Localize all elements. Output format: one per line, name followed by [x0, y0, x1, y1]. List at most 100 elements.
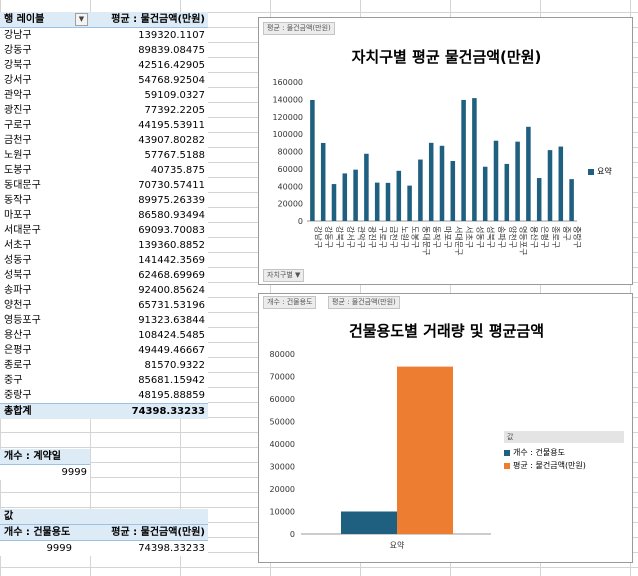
pivot-row[interactable]: 용산구 108424.5485: [0, 328, 208, 343]
row-label: 관악구: [4, 90, 32, 101]
bar[interactable]: [320, 142, 326, 221]
bar[interactable]: [353, 169, 358, 221]
pivot-row[interactable]: 강남구 139320.1107: [0, 28, 208, 43]
legend-label: 평균 : 물건금액(만원): [513, 461, 586, 470]
bar[interactable]: [472, 98, 477, 221]
pivot-row[interactable]: 서대문구 69093.70083: [0, 223, 208, 238]
x-tick-label: 양천구: [508, 226, 518, 248]
row-label-header[interactable]: 행 레이블 ▼: [0, 12, 90, 27]
bar[interactable]: [515, 141, 520, 221]
bar[interactable]: [407, 185, 412, 221]
values-col2: 평균 : 물건금액(만원): [111, 527, 205, 538]
bar[interactable]: [364, 153, 369, 221]
x-tick-label: 중랑구: [573, 226, 583, 248]
bar[interactable]: [310, 99, 315, 221]
row-label: 중랑구: [4, 390, 32, 401]
bar[interactable]: [504, 163, 510, 221]
pivot-row[interactable]: 노원구 57767.5188: [0, 148, 208, 163]
pivot-row[interactable]: 금천구 43907.80282: [0, 133, 208, 148]
row-value: 62468.69969: [138, 270, 205, 281]
bar[interactable]: [331, 184, 337, 221]
values-header-row: 개수 : 건물용도 평균 : 물건금액(만원): [0, 525, 208, 541]
district-pivot-chart[interactable]: 평균 : 물건금액(만원) 자치구별 평균 물건금액(만원) 0 20000 400…: [258, 17, 633, 285]
pivot-row[interactable]: 구로구 44195.53911: [0, 118, 208, 133]
pivot-row[interactable]: 종로구 81570.9322: [0, 358, 208, 373]
pivot-row[interactable]: 관악구 59109.0327: [0, 88, 208, 103]
row-label: 양천구: [4, 300, 32, 311]
pivot-row[interactable]: 중구 85681.15942: [0, 373, 208, 388]
count-pivot[interactable]: 개수 : 계약일 9999: [0, 449, 90, 480]
bar[interactable]: [428, 142, 434, 221]
row-value: 89839.08475: [138, 45, 205, 56]
pivot-row[interactable]: 도봉구 40735.875: [0, 163, 208, 178]
bar[interactable]: [397, 366, 453, 534]
chart1-filter-button[interactable]: 평균 : 물건금액(만원): [263, 22, 335, 35]
pivot-row[interactable]: 중랑구 48195.88859: [0, 388, 208, 403]
bar[interactable]: [374, 182, 380, 221]
chart2-plot: 0 10000 20000 30000 40000 50000 60000 70000 8000…: [270, 350, 491, 550]
bar[interactable]: [439, 145, 445, 221]
pivot-row[interactable]: 동작구 89975.26339: [0, 193, 208, 208]
x-tick-label: 요약: [390, 540, 405, 550]
pivot-row[interactable]: 강동구 89839.08475: [0, 43, 208, 58]
x-tick-label: 강남구: [313, 226, 323, 248]
pivot-row[interactable]: 성북구 62468.69969: [0, 268, 208, 283]
values-pivot[interactable]: 값 개수 : 건물용도 평균 : 물건금액(만원) 9999 74398.332…: [0, 509, 208, 556]
x-tick-label: 용산구: [529, 226, 539, 248]
pivot-row[interactable]: 광진구 77392.2205: [0, 103, 208, 118]
bar[interactable]: [342, 173, 348, 221]
y-tick-label: 140000: [272, 95, 303, 104]
row-label: 은평구: [4, 345, 32, 356]
chart2-title: 건물용도별 거래량 및 평균금액: [348, 322, 545, 340]
row-label: 중구: [4, 375, 23, 386]
pivot-row[interactable]: 영등포구 91323.63844: [0, 313, 208, 328]
bar[interactable]: [558, 146, 564, 221]
bar[interactable]: [526, 126, 531, 221]
filter-dropdown-icon[interactable]: ▼: [75, 13, 88, 26]
pivot-row[interactable]: 은평구 49449.46667: [0, 343, 208, 358]
row-label: 송파구: [4, 285, 32, 296]
chart2-legend: 값 개수 : 건물용도 평균 : 물건금액(만원): [504, 431, 624, 471]
bar[interactable]: [385, 182, 391, 221]
pivot-row[interactable]: 강서구 54768.92504: [0, 73, 208, 88]
bar[interactable]: [536, 178, 542, 221]
pivot-row[interactable]: 양천구 65731.53196: [0, 298, 208, 313]
pivot-row[interactable]: 송파구 92400.85624: [0, 283, 208, 298]
row-label: 강서구: [4, 75, 32, 86]
x-tick-label: 마포구: [443, 226, 452, 248]
usage-pivot-chart[interactable]: 개수 : 건물용도 평균 : 물건금액(만원) 건물용도별 거래량 및 평균금액…: [258, 293, 633, 563]
pivot-row[interactable]: 강북구 42516.42905: [0, 58, 208, 73]
y-tick-label: 80000: [270, 350, 295, 359]
pivot-row[interactable]: 동대문구 70730.57411: [0, 178, 208, 193]
bar[interactable]: [547, 150, 553, 221]
bar[interactable]: [569, 179, 574, 221]
y-tick-label: 160000: [272, 78, 303, 87]
row-label: 종로구: [4, 360, 32, 371]
x-tick-label: 강북구: [335, 226, 345, 248]
bar[interactable]: [418, 159, 423, 221]
row-value: 81570.9322: [144, 360, 205, 371]
chart2-filter-avg[interactable]: 평균 : 물건금액(만원): [328, 296, 400, 309]
bar[interactable]: [450, 160, 456, 221]
value-header[interactable]: 평균 : 물건금액(만원): [111, 14, 205, 25]
row-value: 40735.875: [150, 165, 205, 176]
pivot-row[interactable]: 성동구 141442.3569: [0, 253, 208, 268]
x-tick-label: 중구: [562, 226, 571, 241]
row-value: 92400.85624: [138, 285, 205, 296]
pivot-total-row[interactable]: 총합계 74398.33233: [0, 403, 208, 419]
row-label: 서초구: [4, 240, 32, 251]
bar[interactable]: [341, 511, 397, 534]
row-value: 139360.8852: [138, 240, 205, 251]
chart1-axis-button[interactable]: 자치구별 ▼: [263, 269, 305, 282]
x-tick-label: 서대문구: [454, 226, 463, 255]
bar[interactable]: [461, 99, 466, 221]
y-tick-label: 60000: [278, 165, 303, 174]
x-tick-label: 광진구: [367, 226, 377, 248]
bar[interactable]: [396, 170, 402, 221]
pivot-row[interactable]: 서초구 139360.8852: [0, 238, 208, 253]
chart2-filter-count[interactable]: 개수 : 건물용도: [263, 296, 317, 309]
pivot-table[interactable]: 행 레이블 ▼ 평균 : 물건금액(만원) 강남구 139320.1107 강동구 8…: [0, 12, 208, 419]
bar[interactable]: [493, 140, 499, 221]
pivot-row[interactable]: 마포구 86580.93494: [0, 208, 208, 223]
bar[interactable]: [482, 166, 488, 221]
